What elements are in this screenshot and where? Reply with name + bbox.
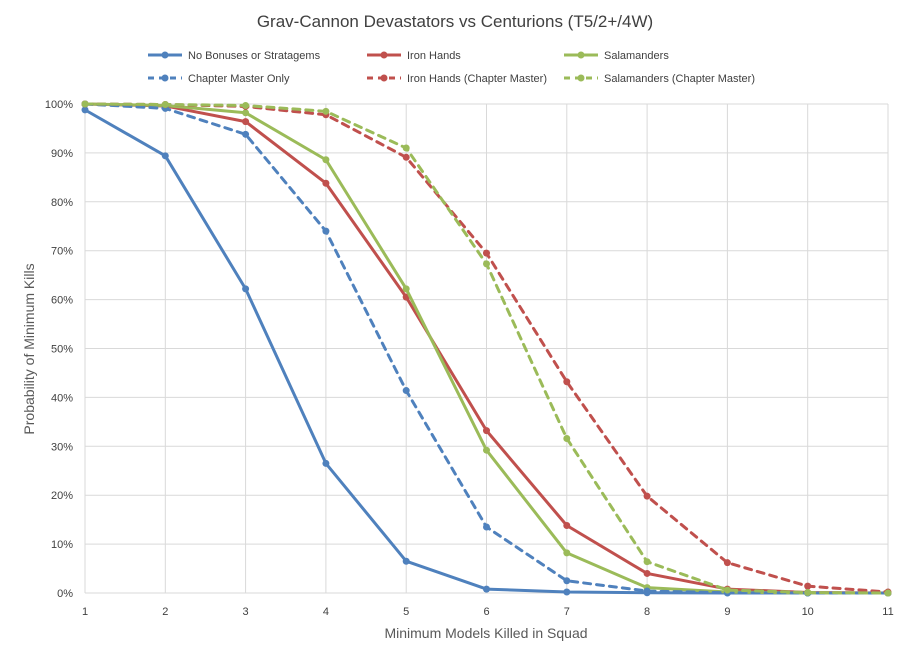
data-point bbox=[483, 523, 490, 531]
data-point bbox=[563, 522, 571, 530]
legend-swatch-marker bbox=[380, 51, 388, 59]
legend-swatch-marker bbox=[577, 74, 585, 82]
x-tick-label: 10 bbox=[802, 606, 814, 618]
data-point bbox=[483, 446, 490, 454]
chart-title: Grav-Cannon Devastators vs Centurions (T… bbox=[257, 12, 653, 31]
data-point bbox=[804, 589, 812, 597]
y-tick-label: 90% bbox=[51, 148, 73, 160]
data-point bbox=[402, 387, 410, 395]
y-tick-label: 30% bbox=[51, 441, 73, 453]
y-tick-label: 60% bbox=[51, 295, 73, 307]
y-tick-label: 80% bbox=[51, 197, 73, 209]
legend-swatch-marker bbox=[577, 51, 585, 59]
legend-swatch-marker bbox=[380, 74, 388, 82]
data-point bbox=[563, 549, 571, 557]
y-axis-title: Probability of Minimum Kills bbox=[21, 263, 37, 434]
legend-swatch-marker bbox=[161, 51, 169, 59]
data-point bbox=[402, 285, 410, 293]
x-tick-label: 9 bbox=[724, 606, 730, 618]
x-tick-label: 6 bbox=[483, 606, 489, 618]
legend-label: Iron Hands bbox=[407, 50, 461, 62]
y-tick-label: 40% bbox=[51, 392, 73, 404]
legend-label: Salamanders bbox=[604, 50, 669, 62]
legend-item: Chapter Master Only bbox=[148, 73, 290, 85]
data-point bbox=[322, 179, 330, 187]
data-point bbox=[804, 582, 812, 590]
data-point bbox=[161, 100, 169, 108]
x-axis-ticks: 1 2 3 4 5 6 7 8 9 10 11 bbox=[82, 606, 894, 618]
data-point bbox=[242, 109, 250, 117]
legend-swatch-marker bbox=[161, 74, 169, 82]
y-axis-ticks: 0% 10% 20% 30% 40% 50% 60% 70% 80% 90% 100% bbox=[45, 99, 73, 600]
y-tick-label: 10% bbox=[51, 539, 73, 551]
data-point bbox=[322, 107, 330, 115]
data-point bbox=[402, 557, 410, 565]
grid bbox=[84, 103, 889, 594]
data-point bbox=[242, 285, 250, 293]
x-tick-label: 8 bbox=[644, 606, 650, 618]
legend-label: No Bonuses or Stratagems bbox=[188, 50, 321, 62]
data-point bbox=[643, 587, 651, 595]
legend: No Bonuses or Stratagems Iron Hands Salama… bbox=[148, 50, 755, 85]
series-salamanders-chapter-master bbox=[81, 100, 892, 597]
legend-label: Chapter Master Only bbox=[188, 73, 290, 85]
x-tick-label: 5 bbox=[403, 606, 409, 618]
data-point bbox=[322, 156, 330, 164]
data-point bbox=[483, 585, 490, 593]
x-tick-label: 11 bbox=[882, 606, 893, 618]
data-point bbox=[563, 378, 571, 386]
data-point bbox=[723, 586, 731, 594]
data-point bbox=[563, 434, 571, 442]
data-point bbox=[643, 492, 651, 500]
legend-label: Salamanders (Chapter Master) bbox=[604, 73, 755, 85]
legend-item: Iron Hands (Chapter Master) bbox=[367, 73, 547, 85]
series-group bbox=[81, 100, 892, 597]
data-point bbox=[483, 249, 490, 257]
data-point bbox=[483, 260, 490, 268]
x-tick-label: 4 bbox=[323, 606, 329, 618]
legend-label: Iron Hands (Chapter Master) bbox=[407, 73, 547, 85]
x-axis-title: Minimum Models Killed in Squad bbox=[384, 625, 587, 641]
data-point bbox=[161, 152, 169, 160]
data-point bbox=[723, 559, 731, 567]
data-point bbox=[322, 227, 330, 235]
legend-item: Salamanders (Chapter Master) bbox=[564, 73, 755, 85]
data-point bbox=[81, 100, 89, 108]
data-point bbox=[563, 588, 571, 596]
x-tick-label: 7 bbox=[564, 606, 570, 618]
data-point bbox=[402, 144, 410, 152]
data-point bbox=[242, 101, 250, 109]
legend-item: Iron Hands bbox=[367, 50, 461, 62]
x-tick-label: 1 bbox=[82, 606, 88, 618]
data-point bbox=[563, 577, 571, 585]
y-tick-label: 20% bbox=[51, 490, 73, 502]
data-point bbox=[643, 569, 651, 577]
x-tick-label: 3 bbox=[243, 606, 249, 618]
y-tick-label: 100% bbox=[45, 99, 73, 111]
legend-item: Salamanders bbox=[564, 50, 669, 62]
data-point bbox=[884, 589, 892, 597]
data-point bbox=[242, 118, 250, 126]
y-tick-label: 70% bbox=[51, 246, 73, 258]
data-point bbox=[242, 130, 250, 138]
data-point bbox=[322, 459, 330, 467]
data-point bbox=[483, 427, 490, 435]
x-tick-label: 2 bbox=[162, 606, 168, 618]
y-tick-label: 0% bbox=[57, 588, 73, 600]
legend-item: No Bonuses or Stratagems bbox=[148, 50, 321, 62]
y-tick-label: 50% bbox=[51, 344, 73, 356]
data-point bbox=[643, 558, 651, 566]
data-point bbox=[81, 106, 89, 114]
data-point bbox=[402, 153, 410, 161]
